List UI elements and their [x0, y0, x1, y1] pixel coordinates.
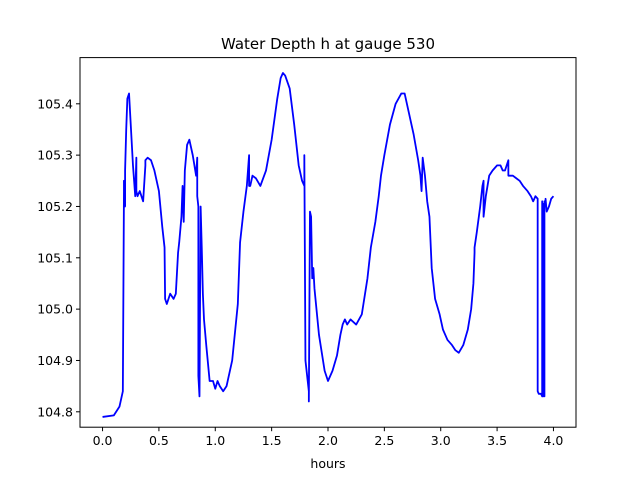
y-tick-label: 105.4 — [37, 96, 73, 111]
y-axis: 104.8 104.9 105.0 105.1 105.2 105.3 105.4 — [37, 96, 80, 419]
x-tick-label: 1.5 — [262, 433, 282, 448]
y-tick-label: 104.9 — [37, 353, 73, 368]
y-tick-label: 105.1 — [37, 250, 73, 265]
plot-frame — [79, 57, 577, 428]
x-tick-label: 4.0 — [544, 433, 564, 448]
x-tick-label: 2.0 — [318, 433, 338, 448]
x-tick-label: 3.5 — [487, 433, 507, 448]
y-tick-label: 105.2 — [37, 199, 73, 214]
x-tick-label: 3.0 — [431, 433, 451, 448]
x-tick-label: 0.0 — [93, 433, 113, 448]
x-tick-label: 1.0 — [205, 433, 225, 448]
data-layer — [102, 72, 555, 418]
x-tick-label: 0.5 — [149, 433, 169, 448]
y-tick-label: 105.3 — [37, 148, 73, 163]
x-tick-label: 2.5 — [374, 433, 394, 448]
chart-title: Water Depth h at gauge 530 — [221, 35, 435, 53]
x-axis: 0.0 0.5 1.0 1.5 2.0 2.5 3.0 3.5 4.0 — [93, 427, 564, 448]
series-line-0 — [102, 72, 555, 418]
y-tick-label: 105.0 — [37, 302, 73, 317]
y-tick-label: 104.8 — [37, 404, 73, 419]
x-axis-label: hours — [310, 456, 345, 471]
